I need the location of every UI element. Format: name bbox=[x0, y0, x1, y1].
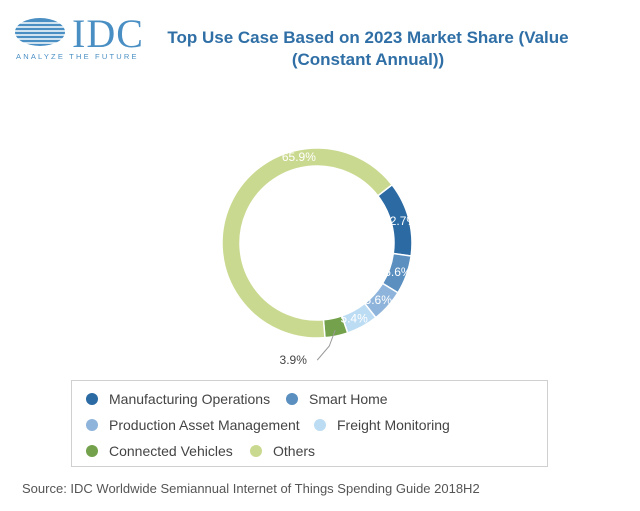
legend-item-connected-vehicles: Connected Vehicles bbox=[86, 443, 233, 459]
legend-label: Freight Monitoring bbox=[337, 417, 450, 433]
source-note: Source: IDC Worldwide Semiannual Interne… bbox=[22, 481, 480, 496]
data-label: 3.9% bbox=[280, 353, 308, 367]
legend-item-freight-monitoring: Freight Monitoring bbox=[314, 417, 450, 433]
data-label: 5.4% bbox=[340, 312, 368, 326]
data-label: 65.9% bbox=[282, 150, 316, 164]
logo-tagline: ANALYZE THE FUTURE bbox=[16, 52, 139, 61]
legend-label: Connected Vehicles bbox=[109, 443, 233, 459]
legend-item-smart-home: Smart Home bbox=[286, 391, 388, 407]
donut-slice-others bbox=[221, 147, 394, 339]
chart-title: Top Use Case Based on 2023 Market Share … bbox=[167, 28, 569, 69]
data-label: 12.7% bbox=[383, 214, 417, 228]
legend-swatch bbox=[286, 393, 298, 405]
legend-label: Others bbox=[273, 443, 316, 459]
legend-swatch bbox=[314, 419, 326, 431]
legend-swatch bbox=[86, 393, 98, 405]
legend-label: Manufacturing Operations bbox=[109, 391, 271, 407]
logo-wordmark: IDC bbox=[72, 11, 144, 56]
label-leader-line bbox=[316, 329, 336, 361]
globe-icon bbox=[14, 18, 66, 46]
legend-item-others: Others bbox=[250, 443, 315, 459]
legend-label: Smart Home bbox=[309, 391, 388, 407]
legend-item-manufacturing-operations: Manufacturing Operations bbox=[86, 391, 270, 407]
data-label: 6.6% bbox=[384, 265, 412, 279]
chart-legend: Manufacturing Operations Smart Home Prod… bbox=[71, 380, 548, 467]
idc-logo: IDC ANALYZE THE FUTURE bbox=[14, 14, 144, 64]
donut-chart: 12.7% 6.6% 5.6% 5.4% 3.9% 65.9% bbox=[221, 147, 417, 368]
legend-swatch bbox=[86, 419, 98, 431]
data-label: 5.6% bbox=[365, 293, 393, 307]
legend-swatch bbox=[86, 445, 98, 457]
legend-label: Production Asset Management bbox=[109, 417, 300, 433]
legend-item-production-asset-management: Production Asset Management bbox=[86, 417, 300, 433]
legend-swatch bbox=[250, 445, 262, 457]
